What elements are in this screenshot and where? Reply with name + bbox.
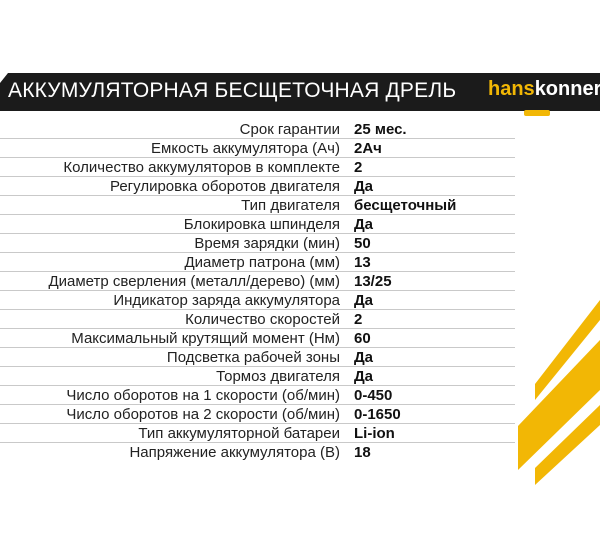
spec-value: 2 xyxy=(354,311,363,328)
spec-label: Подсветка рабочей зоны xyxy=(166,349,340,366)
spec-value: 0-450 xyxy=(354,387,393,404)
spec-table: Срок гарантии 25 мес. Емкость аккумулятора… xyxy=(0,120,515,462)
spec-value: 50 xyxy=(354,235,371,252)
stripe-2 xyxy=(518,340,600,470)
spec-row: Тип аккумуляторной батареи Li-ion xyxy=(0,424,515,443)
spec-value: 60 xyxy=(354,330,371,347)
spec-label: Индикатор заряда аккумулятора xyxy=(113,292,340,309)
spec-row: Срок гарантии 25 мес. xyxy=(0,120,515,139)
spec-value: Li-ion xyxy=(354,425,395,442)
decorative-stripes xyxy=(518,300,600,485)
spec-label: Блокировка шпинделя xyxy=(183,216,340,233)
brand-logo: hanskonner xyxy=(488,78,600,101)
stripe-3 xyxy=(535,405,600,485)
spec-label: Число оборотов на 2 скорости (об/мин) xyxy=(66,406,340,423)
logo-part1: hans xyxy=(488,78,535,100)
spec-row: Диаметр патрона (мм) 13 xyxy=(0,253,515,272)
spec-value: 2Ач xyxy=(354,140,382,157)
spec-label: Максимальный крутящий момент (Нм) xyxy=(71,330,340,347)
spec-label: Количество аккумуляторов в комплекте xyxy=(63,159,340,176)
spec-value: Да xyxy=(354,178,374,195)
spec-row: Блокировка шпинделя Да xyxy=(0,215,515,234)
spec-value: 13 xyxy=(354,254,371,271)
spec-value: Да xyxy=(354,349,374,366)
spec-row: Регулировка оборотов двигателя Да xyxy=(0,177,515,196)
spec-label: Срок гарантии xyxy=(239,121,340,138)
spec-value: 0-1650 xyxy=(354,406,401,423)
spec-value: 25 мес. xyxy=(354,121,407,138)
stripe-1 xyxy=(535,300,600,400)
spec-value: 13/25 xyxy=(354,273,392,290)
spec-value: Да xyxy=(354,216,374,233)
spec-label: Тормоз двигателя xyxy=(216,368,340,385)
spec-row: Количество аккумуляторов в комплекте 2 xyxy=(0,158,515,177)
spec-value: Да xyxy=(354,292,374,309)
spec-row: Диаметр сверления (металл/дерево) (мм) 13… xyxy=(0,272,515,291)
spec-row: Время зарядки (мин) 50 xyxy=(0,234,515,253)
logo-part2: konner xyxy=(534,78,600,100)
title-banner xyxy=(0,73,600,111)
spec-label: Диаметр сверления (металл/дерево) (мм) xyxy=(48,273,340,290)
spec-value: Да xyxy=(354,368,374,385)
spec-value: 18 xyxy=(354,444,371,461)
spec-label: Напряжение аккумулятора (В) xyxy=(129,444,340,461)
spec-row: Максимальный крутящий момент (Нм) 60 xyxy=(0,329,515,348)
spec-row: Напряжение аккумулятора (В) 18 xyxy=(0,443,515,462)
spec-label: Регулировка оборотов двигателя xyxy=(109,178,340,195)
page-title: АККУМУЛЯТОРНАЯ БЕСЩЕТОЧНАЯ ДРЕЛЬ xyxy=(8,79,457,102)
spec-row: Количество скоростей 2 xyxy=(0,310,515,329)
spec-row: Тормоз двигателя Да xyxy=(0,367,515,386)
spec-label: Тип аккумуляторной батареи xyxy=(138,425,340,442)
spec-row: Емкость аккумулятора (Ач) 2Ач xyxy=(0,139,515,158)
spec-row: Число оборотов на 1 скорости (об/мин) 0-4… xyxy=(0,386,515,405)
spec-row: Подсветка рабочей зоны Да xyxy=(0,348,515,367)
spec-row: Число оборотов на 2 скорости (об/мин) 0-1… xyxy=(0,405,515,424)
spec-label: Емкость аккумулятора (Ач) xyxy=(151,140,340,157)
logo-tag xyxy=(524,110,550,116)
spec-row: Индикатор заряда аккумулятора Да xyxy=(0,291,515,310)
spec-label: Число оборотов на 1 скорости (об/мин) xyxy=(66,387,340,404)
spec-label: Время зарядки (мин) xyxy=(194,235,340,252)
spec-row: Тип двигателя бесщеточный xyxy=(0,196,515,215)
spec-label: Диаметр патрона (мм) xyxy=(184,254,340,271)
spec-label: Количество скоростей xyxy=(185,311,340,328)
spec-value: 2 xyxy=(354,159,363,176)
spec-label: Тип двигателя xyxy=(241,197,340,214)
spec-value: бесщеточный xyxy=(354,197,457,214)
